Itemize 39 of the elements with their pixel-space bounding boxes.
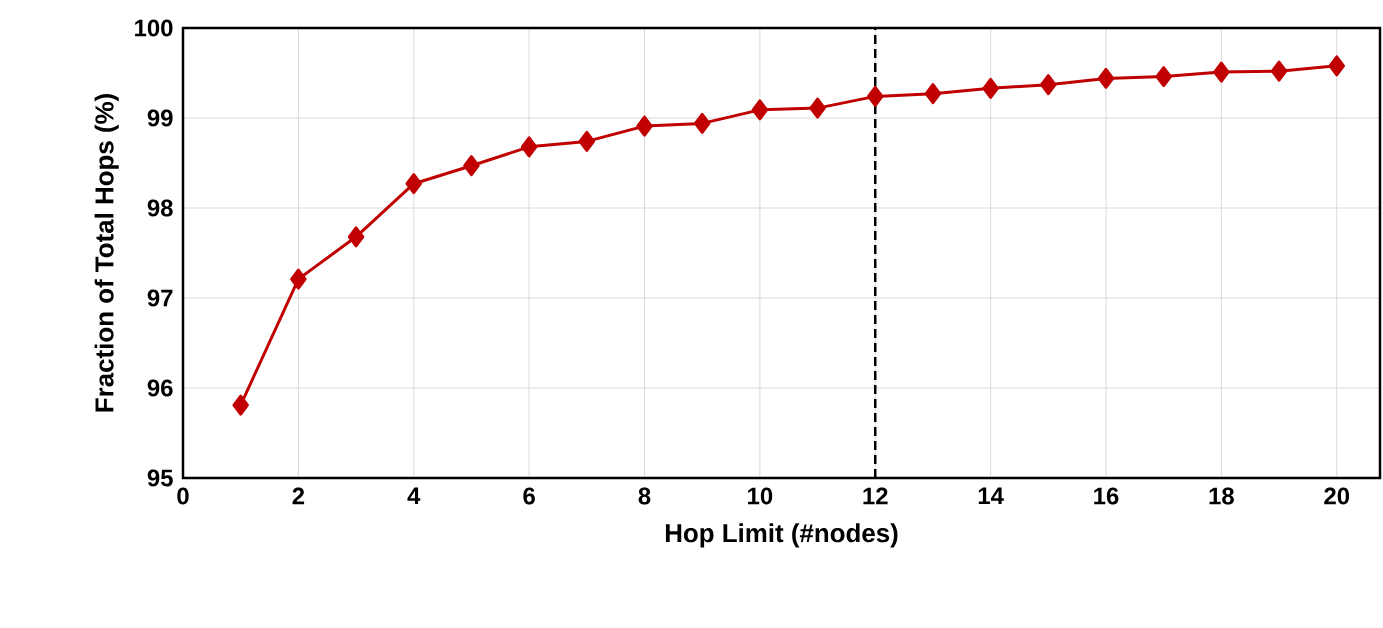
y-tick-label: 95 <box>147 469 173 487</box>
y-tick-label: 97 <box>147 289 173 307</box>
point <box>290 268 307 290</box>
point <box>347 226 365 248</box>
x-tick-label: 0 <box>177 487 189 505</box>
point <box>636 115 653 137</box>
y-tick-label: 98 <box>147 199 173 217</box>
point <box>924 83 942 105</box>
point <box>520 136 538 158</box>
point <box>809 97 826 119</box>
x-tick-label: 14 <box>978 487 1004 504</box>
x-tick-label: 10 <box>748 487 773 505</box>
x-tick-label: 4 <box>407 487 421 504</box>
x-tick-label: 8 <box>638 487 651 505</box>
x-axis-title: Hop Limit (#nodes) <box>665 523 898 548</box>
point <box>232 394 249 416</box>
point <box>867 85 884 107</box>
y-tick-label: 100 <box>135 19 173 37</box>
point <box>578 130 596 152</box>
x-tick-label: 20 <box>1324 487 1350 505</box>
point <box>751 99 769 121</box>
point <box>1040 74 1057 96</box>
point <box>463 155 480 177</box>
point <box>982 77 999 99</box>
point <box>405 173 422 195</box>
point <box>1097 67 1115 89</box>
x-tick-label: 12 <box>863 487 888 505</box>
x-tick-label: 18 <box>1209 487 1234 505</box>
point <box>1213 61 1230 83</box>
y-axis-title: Fraction of Total Hops (%) <box>94 94 119 412</box>
y-tick-label: 99 <box>147 109 173 127</box>
y-tick-label: 96 <box>147 379 173 397</box>
point <box>1328 55 1345 77</box>
point <box>1270 60 1288 82</box>
point <box>693 112 711 134</box>
x-tick-label: 2 <box>292 487 305 505</box>
x-tick-label: 6 <box>523 487 535 505</box>
x-tick-label: 16 <box>1094 487 1119 505</box>
point <box>1155 66 1172 88</box>
